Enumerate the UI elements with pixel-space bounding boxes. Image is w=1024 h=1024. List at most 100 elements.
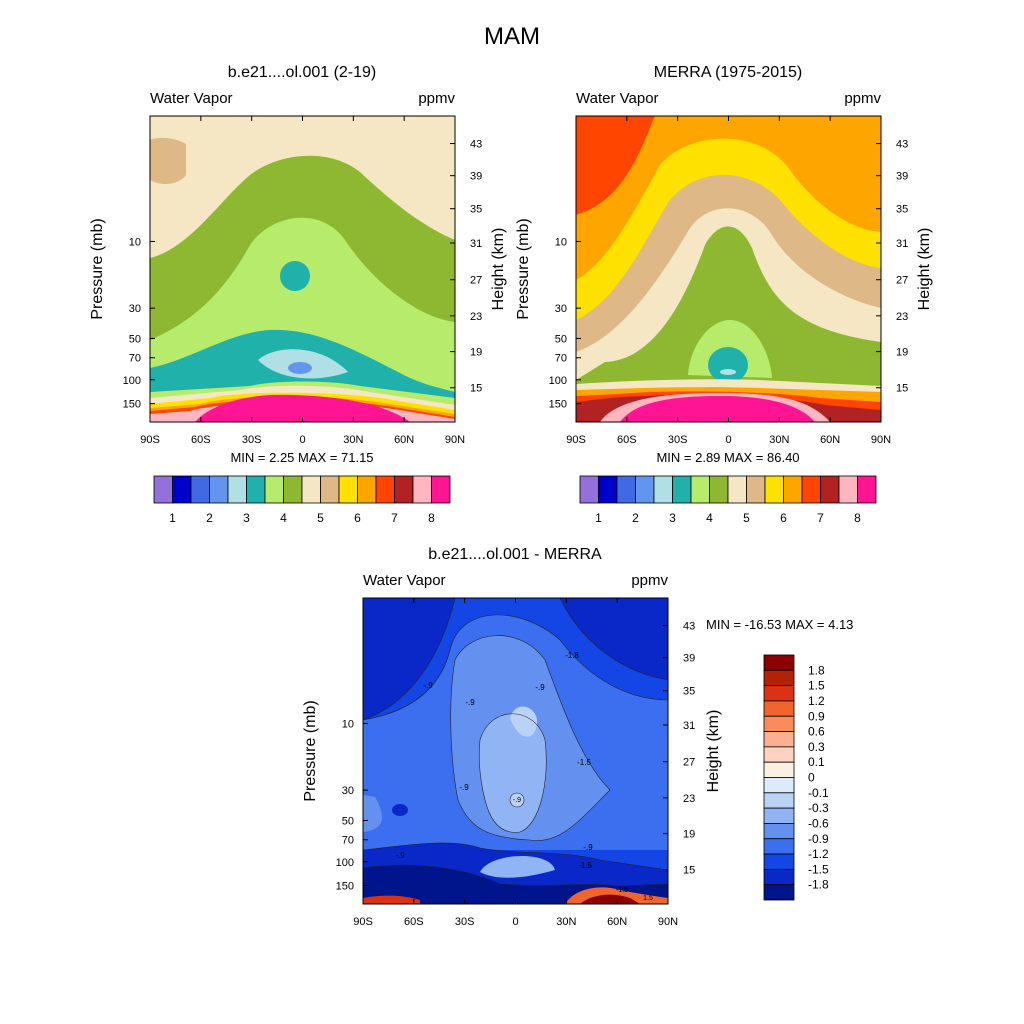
colorbar-label: -0.9	[808, 832, 829, 846]
y-axis-label: Pressure (mb)	[515, 218, 532, 319]
y-tick-label: 50	[342, 815, 354, 827]
y2-tick-label: 23	[683, 793, 695, 805]
y2-tick-label: 43	[683, 621, 695, 633]
colorbar-swatch	[690, 475, 710, 504]
contour-line	[363, 598, 456, 721]
contour-labels: -1.8 -.9 -.9 -.9 -1.5 -.9 -.9 -.9 -.9 -1…	[395, 651, 653, 902]
contour-label: -.9	[459, 783, 469, 792]
y2-tick-label: 27	[683, 757, 695, 769]
colorbar-swatch	[763, 669, 795, 687]
panel-subtitle-left: Water Vapor	[363, 572, 446, 589]
colorbar-swatch	[283, 475, 303, 504]
x-tick-label: 60N	[607, 916, 627, 928]
contour-field	[363, 598, 668, 904]
colorbar-swatch	[357, 475, 377, 504]
colorbar-swatch	[838, 475, 858, 504]
x-tick-label: 60S	[191, 434, 211, 446]
y2-tick-label: 19	[683, 829, 695, 841]
colorbar-swatch	[653, 475, 673, 504]
contour-band	[363, 598, 455, 720]
colorbar-label: 6	[354, 511, 361, 525]
contour-band	[560, 598, 668, 680]
panel-title: b.e21....ol.001 - MERRA	[428, 546, 602, 563]
colorbar-0: 1 2 3 4 5 6 7 8	[153, 475, 451, 525]
y-tick-label: 100	[123, 375, 141, 387]
colorbar-label: 8	[428, 511, 435, 525]
colorbar-label: 0	[808, 771, 815, 785]
colorbar-swatch	[763, 654, 795, 671]
colorbar-swatch	[635, 475, 655, 504]
colorbar-swatch	[763, 868, 795, 886]
colorbar-swatch	[246, 475, 266, 504]
panel-units: ppmv	[418, 90, 455, 107]
y-tick-label: 30	[555, 303, 567, 315]
colorbar-label: 1.2	[808, 694, 825, 708]
colorbar-swatch	[320, 475, 340, 504]
x-tick-label: 90N	[871, 434, 891, 446]
colorbar-label: -0.3	[808, 801, 829, 815]
contour-line	[363, 864, 668, 887]
stats-text: MIN = -16.53 MAX = 4.13	[706, 617, 853, 632]
y-tick-label: 70	[555, 353, 567, 365]
colorbar-swatch	[746, 475, 766, 504]
colorbar-swatch	[763, 838, 795, 855]
colorbar-swatch	[763, 685, 795, 702]
y-tick-label: 10	[555, 236, 567, 248]
y2-tick-label: 15	[896, 383, 908, 395]
y-axis-label: Pressure (mb)	[89, 218, 106, 319]
contour-line	[363, 842, 668, 871]
stats-text: MIN = 2.89 MAX = 86.40	[656, 450, 799, 465]
contour-band	[480, 855, 555, 878]
colorbar-swatch	[172, 475, 192, 504]
y2-tick-label: 19	[896, 347, 908, 359]
contour-line	[450, 635, 611, 841]
y-tick-label: 150	[336, 881, 354, 893]
colorbar-swatch	[763, 761, 795, 778]
y-tick-label: 150	[549, 399, 567, 411]
colorbar-label: 4	[706, 511, 713, 525]
x-tick-label: 30S	[242, 434, 262, 446]
y2-tick-label: 43	[470, 139, 482, 151]
y-tick-label: 30	[129, 303, 141, 315]
colorbar-swatch	[801, 475, 821, 504]
contour-band	[580, 894, 640, 904]
contour-label: -.9	[395, 851, 405, 860]
panel-units: ppmv	[844, 90, 881, 107]
y-tick-label: 100	[549, 375, 567, 387]
colorbar-label: 2	[206, 511, 213, 525]
colorbar-swatch	[338, 475, 358, 504]
colorbar-swatch	[763, 823, 795, 840]
colorbar-swatch	[209, 475, 229, 504]
y-tick-label: 100	[336, 857, 354, 869]
y2-tick-label: 23	[896, 311, 908, 323]
contour-band	[720, 369, 736, 375]
contour-band	[195, 394, 410, 422]
colorbar-swatch	[763, 731, 795, 748]
colorbar-label: 0.9	[808, 709, 825, 723]
x-tick-label: 60S	[404, 916, 424, 928]
colorbar-label: 7	[817, 511, 824, 525]
y2-axis-label: Height (km)	[705, 710, 722, 793]
y2-axis-label: Height (km)	[490, 228, 507, 311]
x-tick-label: 90S	[140, 434, 160, 446]
colorbar-swatch	[763, 853, 795, 870]
colorbar-swatch	[672, 475, 692, 504]
colorbar-label: 5	[743, 511, 750, 525]
contour-label: -.9	[535, 683, 545, 692]
contour-band	[280, 261, 310, 291]
contour-band	[363, 795, 382, 832]
panel-title: b.e21....ol.001 (2-19)	[228, 64, 377, 81]
colorbar-swatch	[264, 475, 284, 504]
colorbar-1: 1 2 3 4 5 6 7 8	[579, 475, 877, 525]
colorbar-label: 2	[632, 511, 639, 525]
contour-band	[708, 347, 748, 383]
contour-label: -1.5	[577, 758, 591, 767]
y2-tick-label: 31	[683, 720, 695, 732]
colorbar-swatch	[763, 700, 795, 717]
contour-band	[620, 396, 815, 422]
colorbar-label: 1	[595, 511, 602, 525]
colorbar-label: 7	[391, 511, 398, 525]
colorbar-swatch	[820, 475, 840, 504]
colorbar-label: 8	[854, 511, 861, 525]
